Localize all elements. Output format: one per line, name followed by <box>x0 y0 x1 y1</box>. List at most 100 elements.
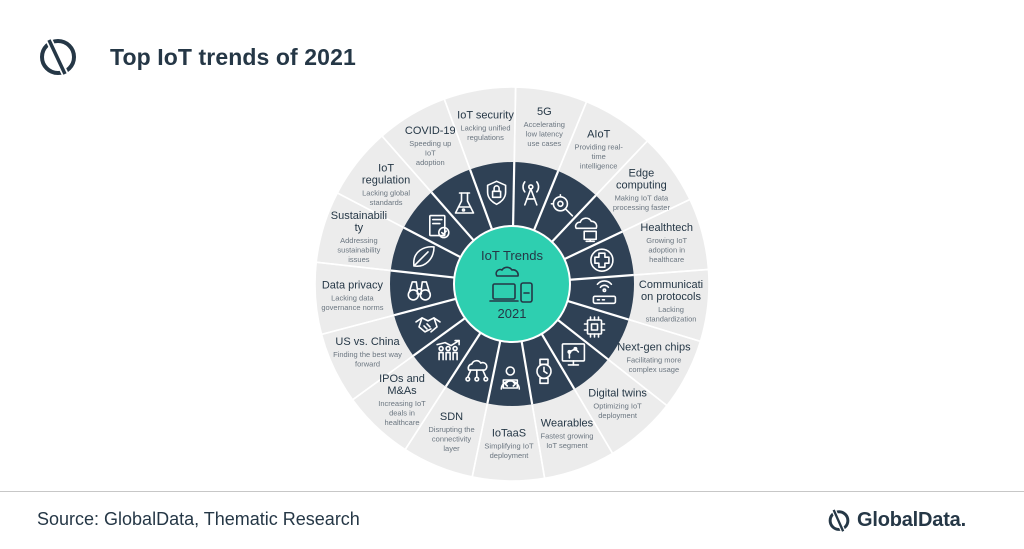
inner-divider <box>390 269 455 279</box>
inner-divider <box>412 317 466 357</box>
regulation-book-icon <box>428 214 450 239</box>
segment-description: healthcare <box>649 255 684 264</box>
segment-description: Simplifying IoT <box>484 442 534 451</box>
segment-title: on protocols <box>641 291 701 303</box>
segment-description: forward <box>355 360 380 369</box>
cloud-computer-icon <box>574 217 598 243</box>
segment-description: governance norms <box>321 303 383 312</box>
segment-description: Lacking unified <box>460 124 510 133</box>
inner-divider <box>520 341 534 405</box>
inner-divider <box>486 340 502 404</box>
segment-description: IoT <box>425 149 436 158</box>
segment-description: Accelerating <box>524 120 565 129</box>
segment-description: adoption <box>416 158 445 167</box>
segment-title: Healthtech <box>640 222 693 234</box>
brand-logo: GlobalData. <box>826 505 966 535</box>
connected-devices-icon <box>489 266 533 303</box>
inner-divider <box>469 169 494 230</box>
segment-description: Increasing IoT <box>378 399 426 408</box>
router-icon <box>592 280 617 305</box>
segment-title: IoT <box>378 163 394 175</box>
hub-title: IoT Trends <box>481 248 543 263</box>
lock-shield-icon <box>486 180 507 206</box>
segment-description: IoT segment <box>546 441 588 450</box>
segment-title: regulation <box>362 175 410 187</box>
segment-description: standards <box>370 198 403 207</box>
inner-divider <box>563 230 623 261</box>
inner-divider <box>569 273 634 281</box>
header: Top IoT trends of 2021 <box>0 0 1024 90</box>
robot-arm-icon <box>561 343 586 366</box>
smartwatch-icon <box>536 358 552 385</box>
segment-description: Providing real- <box>575 142 624 151</box>
segment-description: layer <box>443 444 460 453</box>
segment-description: Growing IoT <box>646 236 687 245</box>
segment-description: Facilitating more <box>626 356 681 365</box>
segment-title: IPOs and <box>379 373 425 385</box>
segment-description: adoption in <box>648 245 685 254</box>
inner-divider <box>556 318 609 361</box>
inner-divider <box>403 226 462 259</box>
ai-gear-magnifier-icon <box>550 194 574 217</box>
segment-description: Lacking <box>658 305 684 314</box>
segment-title: 5G <box>537 106 552 118</box>
segment-description: use cases <box>527 139 561 148</box>
segment-title: Edge <box>629 168 655 180</box>
segment-title: Wearables <box>541 418 594 430</box>
antenna-tower-icon <box>522 181 540 206</box>
segment-description: Finding the best way <box>333 350 402 359</box>
segment-description: complex usage <box>629 365 679 374</box>
leaf-icon <box>413 246 435 267</box>
globaldata-logo-icon <box>828 507 850 534</box>
segment-description: deals in <box>389 409 415 418</box>
segment-title: US vs. China <box>335 336 400 348</box>
inner-divider <box>532 170 560 231</box>
segment-title: IoTaaS <box>492 428 526 440</box>
segment-description: Lacking global <box>362 189 410 198</box>
inner-divider <box>430 191 475 242</box>
segment-description: processing faster <box>613 203 671 212</box>
inner-divider <box>393 297 457 317</box>
inner-divider <box>540 333 576 390</box>
segment-description: Speeding up <box>409 139 451 148</box>
developer-icon <box>500 366 521 390</box>
segment-description: intelligence <box>580 161 618 170</box>
segment-description: deployment <box>598 411 638 420</box>
segment-description: Optimizing IoT <box>593 402 642 411</box>
segment-description: Disrupting the <box>428 425 474 434</box>
segment-title: SDN <box>440 411 463 423</box>
hub-year: 2021 <box>498 306 527 321</box>
globaldata-logo-icon <box>40 36 76 78</box>
segment-description: Addressing <box>340 236 378 245</box>
segment-description: issues <box>348 255 370 264</box>
segment-description: time <box>592 152 606 161</box>
segment-title: IoT security <box>457 110 514 122</box>
growth-people-icon <box>436 339 460 361</box>
segment-title: M&As <box>387 385 417 397</box>
segment-title: Communicati <box>639 279 703 291</box>
brand-name: GlobalData. <box>857 508 966 531</box>
page-title: Top IoT trends of 2021 <box>110 44 356 70</box>
binoculars-icon <box>407 281 432 301</box>
segment-description: standardization <box>646 315 697 324</box>
inner-divider <box>551 194 597 243</box>
segment-description: Lacking data <box>331 293 374 302</box>
segment-description: Fastest growing <box>541 432 594 441</box>
source-note: Source: GlobalData, Thematic Research <box>37 509 360 529</box>
segment-description: healthcare <box>384 418 419 427</box>
segment-title: computing <box>616 180 667 192</box>
flask-icon <box>454 192 475 214</box>
